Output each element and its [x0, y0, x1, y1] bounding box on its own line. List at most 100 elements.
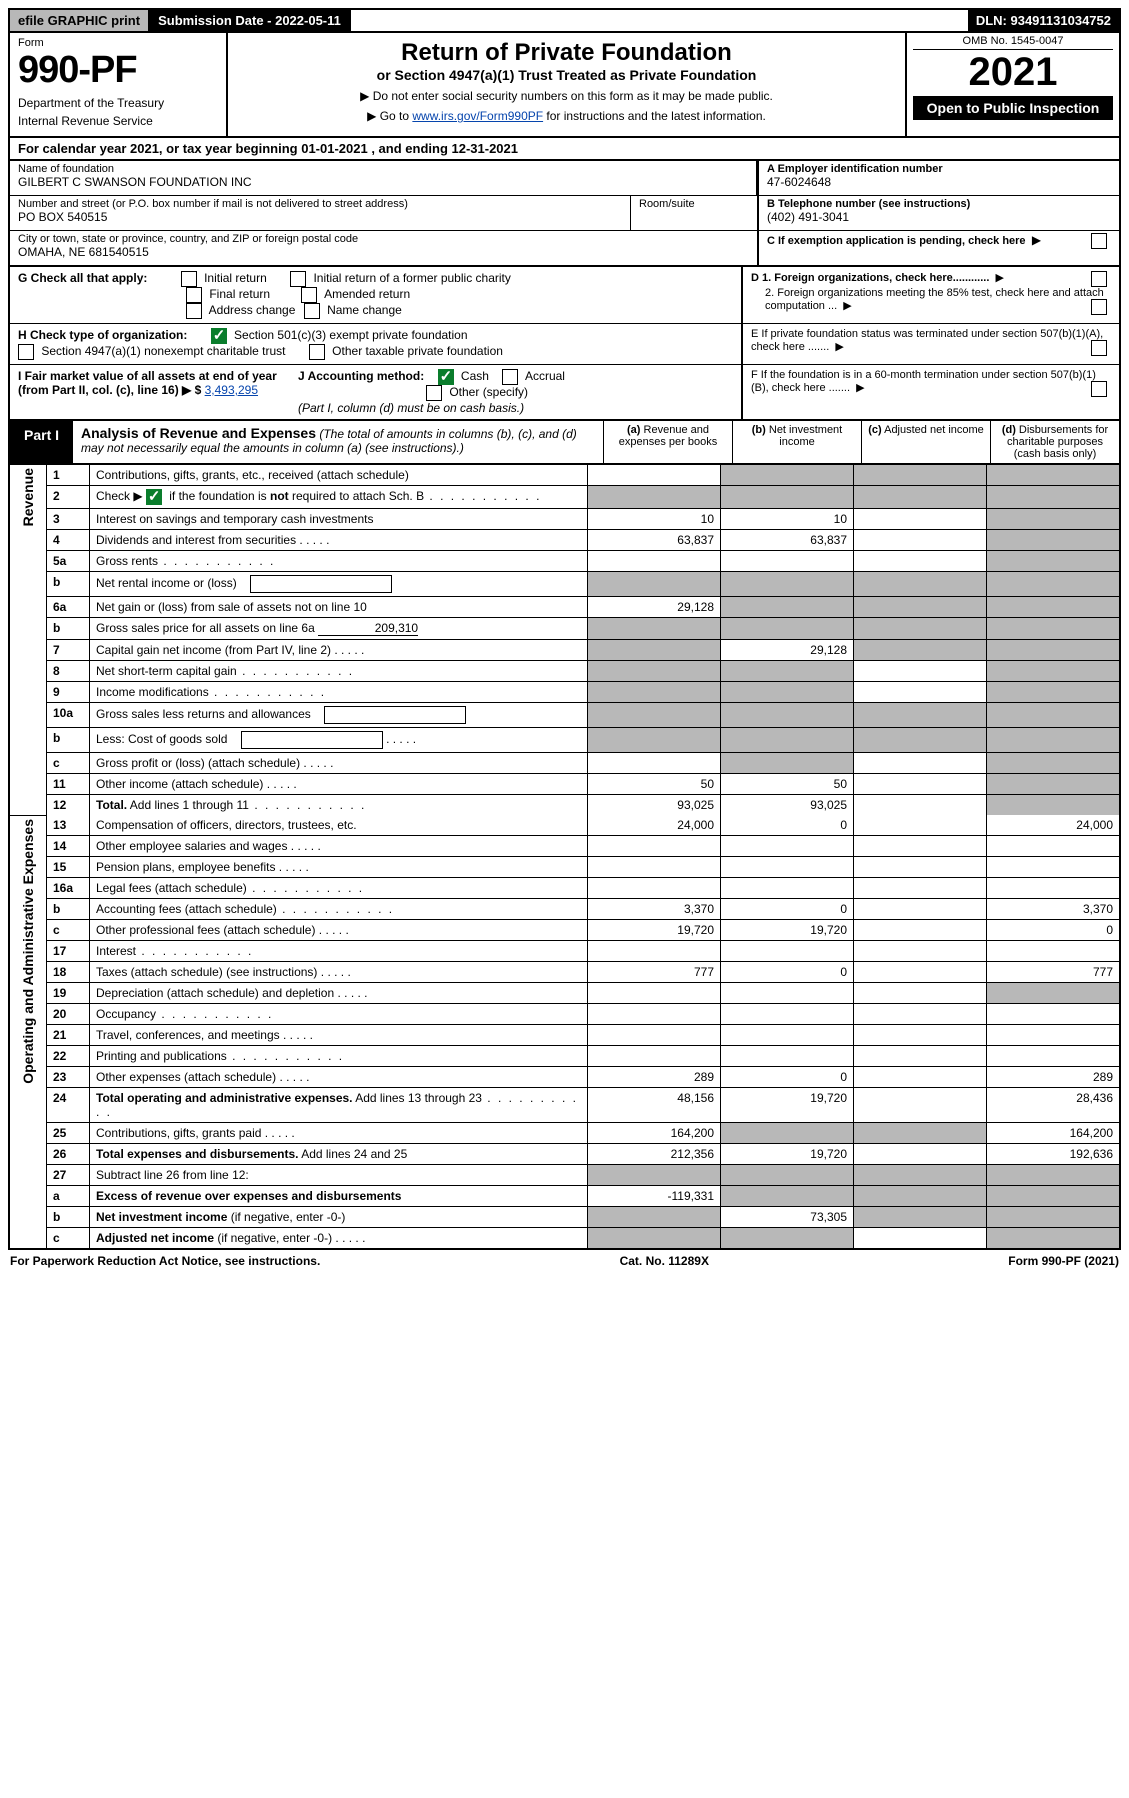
amount-cell — [854, 618, 987, 640]
c-checkbox[interactable] — [1091, 233, 1107, 249]
amount-cell — [854, 703, 987, 728]
line-number: 6a — [47, 597, 90, 618]
form-subtitle: or Section 4947(a)(1) Trust Treated as P… — [238, 67, 895, 83]
amount-cell — [588, 728, 721, 753]
line-desc: Accounting fees (attach schedule) — [90, 899, 588, 920]
j-label: J Accounting method: — [298, 369, 424, 383]
amount-cell: 289 — [987, 1067, 1121, 1088]
amount-cell — [854, 1144, 987, 1165]
room-label: Room/suite — [639, 198, 749, 210]
amount-cell — [588, 1025, 721, 1046]
line-desc: Income modifications — [90, 682, 588, 703]
table-row: 26Total expenses and disbursements. Add … — [9, 1144, 1120, 1165]
amount-cell — [854, 795, 987, 816]
note-link: ▶ Go to www.irs.gov/Form990PF for instru… — [238, 109, 895, 123]
top-bar: efile GRAPHIC print Submission Date - 20… — [8, 8, 1121, 33]
e-checkbox[interactable] — [1091, 340, 1107, 356]
form-number: 990-PF — [18, 49, 218, 92]
line-number: 1 — [47, 465, 90, 486]
d1-checkbox[interactable] — [1091, 271, 1107, 287]
amount-cell — [987, 551, 1121, 572]
line-desc: Net rental income or (loss) — [90, 572, 588, 597]
i-value[interactable]: 3,493,295 — [205, 383, 258, 397]
line-number: 14 — [47, 836, 90, 857]
amount-cell: 212,356 — [588, 1144, 721, 1165]
line-desc: Total operating and administrative expen… — [90, 1088, 588, 1123]
amount-cell — [854, 551, 987, 572]
phone-label: B Telephone number (see instructions) — [767, 198, 1111, 210]
amount-cell — [987, 1046, 1121, 1067]
amount-cell — [588, 551, 721, 572]
h-501c3-checkbox[interactable] — [211, 328, 227, 344]
footer-left: For Paperwork Reduction Act Notice, see … — [10, 1254, 320, 1268]
amount-cell — [588, 878, 721, 899]
amount-cell — [588, 983, 721, 1004]
amount-cell — [721, 661, 854, 682]
g-amended-checkbox[interactable] — [301, 287, 317, 303]
g-initial-former-checkbox[interactable] — [290, 271, 306, 287]
amount-cell — [987, 983, 1121, 1004]
g-initial-checkbox[interactable] — [181, 271, 197, 287]
table-row: 6aNet gain or (loss) from sale of assets… — [9, 597, 1120, 618]
amount-cell — [854, 920, 987, 941]
amount-cell — [987, 1228, 1121, 1250]
amount-cell — [588, 857, 721, 878]
amount-cell — [987, 597, 1121, 618]
table-row: cGross profit or (loss) (attach schedule… — [9, 753, 1120, 774]
g-address-checkbox[interactable] — [186, 303, 202, 319]
amount-cell — [854, 682, 987, 703]
ein: 47-6024648 — [767, 175, 1111, 189]
j-other-checkbox[interactable] — [426, 385, 442, 401]
line-number: 15 — [47, 857, 90, 878]
amount-cell — [854, 1004, 987, 1025]
amount-cell: 50 — [721, 774, 854, 795]
amount-cell — [854, 465, 987, 486]
irs-link[interactable]: www.irs.gov/Form990PF — [412, 109, 543, 123]
amount-cell: 0 — [721, 1067, 854, 1088]
line-desc: Interest on savings and temporary cash i… — [90, 509, 588, 530]
g-name-checkbox[interactable] — [304, 303, 320, 319]
amount-cell — [854, 753, 987, 774]
amount-cell: 0 — [987, 920, 1121, 941]
col-b-head: (b) Net investment income — [732, 421, 861, 463]
h-4947-checkbox[interactable] — [18, 344, 34, 360]
line-desc: Net short-term capital gain — [90, 661, 588, 682]
amount-cell: 93,025 — [588, 795, 721, 816]
table-row: 25Contributions, gifts, grants paid164,2… — [9, 1123, 1120, 1144]
line-desc: Adjusted net income (if negative, enter … — [90, 1228, 588, 1250]
schb-checkbox[interactable] — [146, 489, 162, 505]
line-desc: Other expenses (attach schedule) — [90, 1067, 588, 1088]
amount-cell: 777 — [588, 962, 721, 983]
line-number: b — [47, 899, 90, 920]
amount-cell — [721, 728, 854, 753]
line-number: b — [47, 728, 90, 753]
amount-cell — [721, 597, 854, 618]
amount-cell — [854, 661, 987, 682]
line-desc: Depreciation (attach schedule) and deple… — [90, 983, 588, 1004]
amount-cell — [854, 962, 987, 983]
d2-checkbox[interactable] — [1091, 299, 1107, 315]
amount-cell: 29,128 — [588, 597, 721, 618]
amount-cell: 73,305 — [721, 1207, 854, 1228]
amount-cell — [588, 1046, 721, 1067]
line-number: 23 — [47, 1067, 90, 1088]
amount-cell — [721, 941, 854, 962]
h-other-checkbox[interactable] — [309, 344, 325, 360]
amount-cell: 28,436 — [987, 1088, 1121, 1123]
line-number: b — [47, 572, 90, 597]
f-checkbox[interactable] — [1091, 381, 1107, 397]
efile-label[interactable]: efile GRAPHIC print — [10, 10, 150, 31]
amount-cell — [721, 836, 854, 857]
amount-cell — [721, 465, 854, 486]
table-row: 19Depreciation (attach schedule) and dep… — [9, 983, 1120, 1004]
line-desc: Capital gain net income (from Part IV, l… — [90, 640, 588, 661]
amount-cell: 63,837 — [588, 530, 721, 551]
j-accrual-checkbox[interactable] — [502, 369, 518, 385]
j-cash-checkbox[interactable] — [438, 369, 454, 385]
table-row: 5aGross rents — [9, 551, 1120, 572]
form-header: Form 990-PF Department of the Treasury I… — [8, 33, 1121, 138]
table-row: 4Dividends and interest from securities6… — [9, 530, 1120, 551]
line-desc: Contributions, gifts, grants, etc., rece… — [90, 465, 588, 486]
g-label: G Check all that apply: — [18, 271, 147, 285]
g-final-checkbox[interactable] — [186, 287, 202, 303]
